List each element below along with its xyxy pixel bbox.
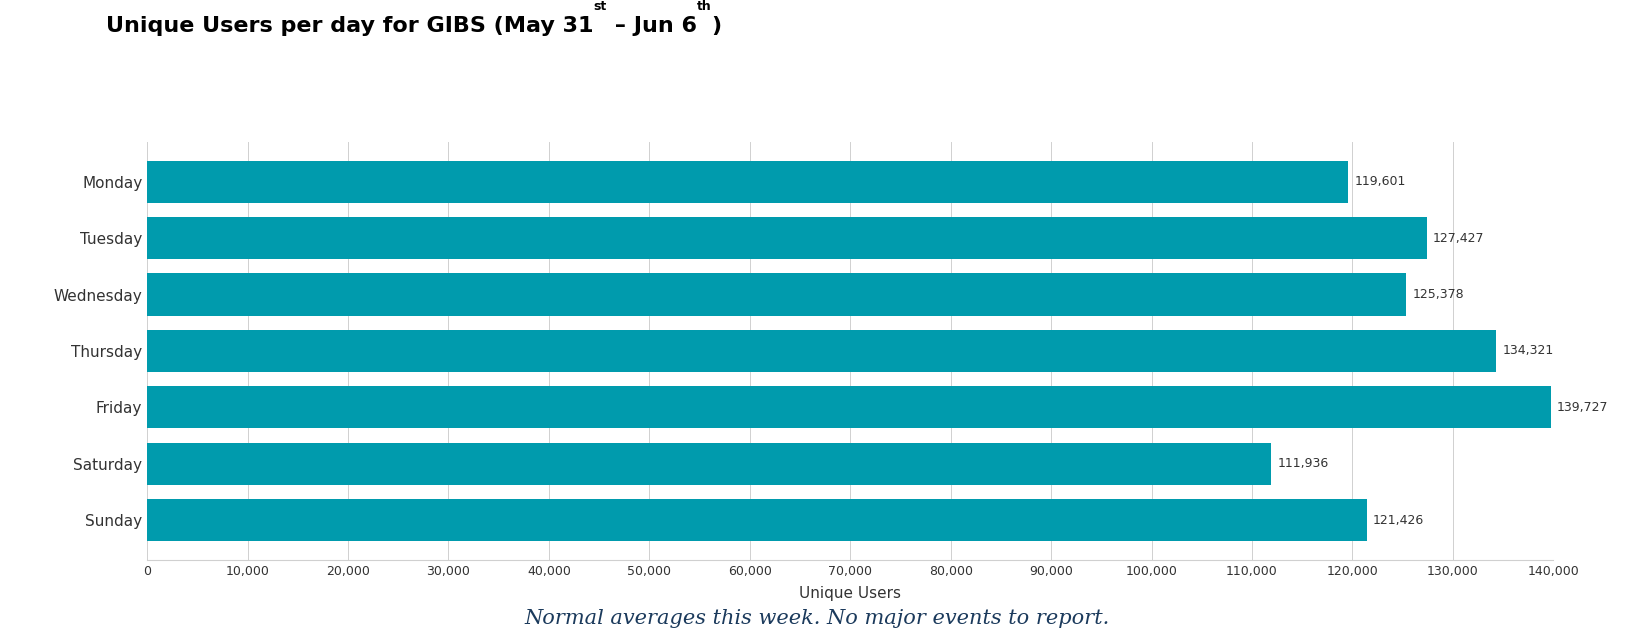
Bar	[147, 161, 1349, 203]
Bar	[147, 386, 1550, 428]
Text: – Jun 6: – Jun 6	[607, 16, 697, 36]
Bar	[147, 274, 1406, 316]
Text: 127,427: 127,427	[1432, 232, 1485, 245]
Text: 134,321: 134,321	[1503, 345, 1553, 357]
Bar	[147, 442, 1272, 485]
Text: 139,727: 139,727	[1557, 401, 1609, 414]
Text: th: th	[697, 0, 711, 13]
Bar	[147, 499, 1367, 541]
Text: 111,936: 111,936	[1277, 457, 1329, 470]
Text: Normal averages this week. No major events to report.: Normal averages this week. No major even…	[525, 609, 1110, 628]
Text: 121,426: 121,426	[1373, 514, 1424, 527]
X-axis label: Unique Users: Unique Users	[800, 587, 901, 601]
Text: 125,378: 125,378	[1413, 288, 1463, 301]
Bar	[147, 330, 1496, 372]
Text: Unique Users per day for GIBS (May 31: Unique Users per day for GIBS (May 31	[106, 16, 594, 36]
Text: st: st	[594, 0, 607, 13]
Text: ): )	[711, 16, 723, 36]
Bar	[147, 217, 1427, 260]
Text: 119,601: 119,601	[1354, 175, 1406, 188]
